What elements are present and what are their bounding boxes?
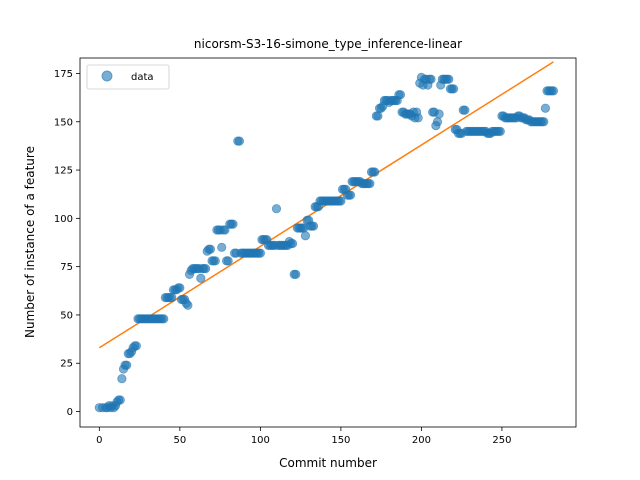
data-point bbox=[365, 178, 375, 189]
data-point bbox=[460, 105, 470, 115]
x-axis-title: Commit number bbox=[279, 456, 377, 470]
y-tick-label: 0 bbox=[67, 407, 73, 418]
legend: data bbox=[86, 64, 170, 90]
data-point bbox=[205, 244, 216, 254]
data-point bbox=[345, 190, 356, 200]
data-point bbox=[540, 103, 551, 113]
data-point bbox=[434, 109, 444, 119]
data-points-layer bbox=[94, 72, 559, 413]
data-point bbox=[308, 221, 319, 231]
data-point bbox=[159, 314, 169, 324]
y-axis: 0 25 50 75 100 125 150 175 bbox=[54, 69, 80, 418]
data-point bbox=[167, 292, 177, 303]
data-point bbox=[228, 219, 238, 229]
data-point bbox=[373, 111, 383, 121]
x-tick-label: 50 bbox=[173, 435, 186, 446]
data-point bbox=[255, 248, 265, 258]
y-tick-label: 175 bbox=[54, 69, 73, 80]
data-point bbox=[395, 90, 406, 100]
data-point bbox=[539, 117, 549, 127]
x-tick-label: 0 bbox=[96, 435, 102, 446]
plot-area bbox=[80, 58, 576, 427]
y-tick-label: 100 bbox=[54, 214, 73, 225]
y-tick-label: 150 bbox=[54, 117, 73, 128]
data-point bbox=[432, 117, 443, 127]
data-point bbox=[117, 374, 127, 384]
data-point bbox=[234, 136, 245, 146]
x-tick-label: 250 bbox=[492, 435, 511, 446]
legend-marker bbox=[101, 70, 113, 82]
data-point bbox=[201, 263, 211, 274]
data-point bbox=[287, 238, 298, 249]
data-point bbox=[131, 341, 141, 351]
data-point bbox=[115, 395, 125, 405]
data-point bbox=[122, 360, 132, 370]
x-tick-label: 150 bbox=[331, 435, 350, 446]
legend-label-data: data bbox=[131, 72, 154, 83]
data-point bbox=[183, 300, 193, 310]
data-point bbox=[223, 256, 233, 266]
data-point bbox=[426, 74, 436, 84]
x-axis: 0 50 100 150 200 250 bbox=[96, 427, 511, 446]
data-point bbox=[300, 231, 311, 241]
data-point bbox=[413, 113, 423, 123]
plot-frame bbox=[79, 57, 577, 428]
y-axis-title: Number of instance of a feature bbox=[23, 146, 37, 338]
data-point bbox=[175, 283, 185, 293]
data-point bbox=[548, 86, 559, 96]
y-tick-label: 75 bbox=[60, 262, 73, 273]
data-point bbox=[336, 196, 346, 206]
x-tick-label: 200 bbox=[412, 435, 431, 446]
y-tick-label: 50 bbox=[60, 310, 73, 321]
data-point bbox=[444, 74, 454, 84]
x-tick-label: 100 bbox=[251, 435, 270, 446]
data-point bbox=[291, 269, 301, 279]
data-point bbox=[210, 256, 220, 266]
y-tick-label: 125 bbox=[54, 166, 73, 177]
data-point bbox=[271, 204, 282, 214]
data-point bbox=[217, 242, 227, 252]
y-tick-label: 25 bbox=[60, 359, 73, 370]
data-point bbox=[495, 126, 505, 137]
legend-box bbox=[86, 64, 170, 90]
chart-title: nicorsm-S3-16-simone_type_inference-line… bbox=[194, 37, 462, 51]
data-point bbox=[196, 273, 206, 283]
data-point bbox=[370, 167, 380, 177]
data-point bbox=[449, 84, 459, 94]
